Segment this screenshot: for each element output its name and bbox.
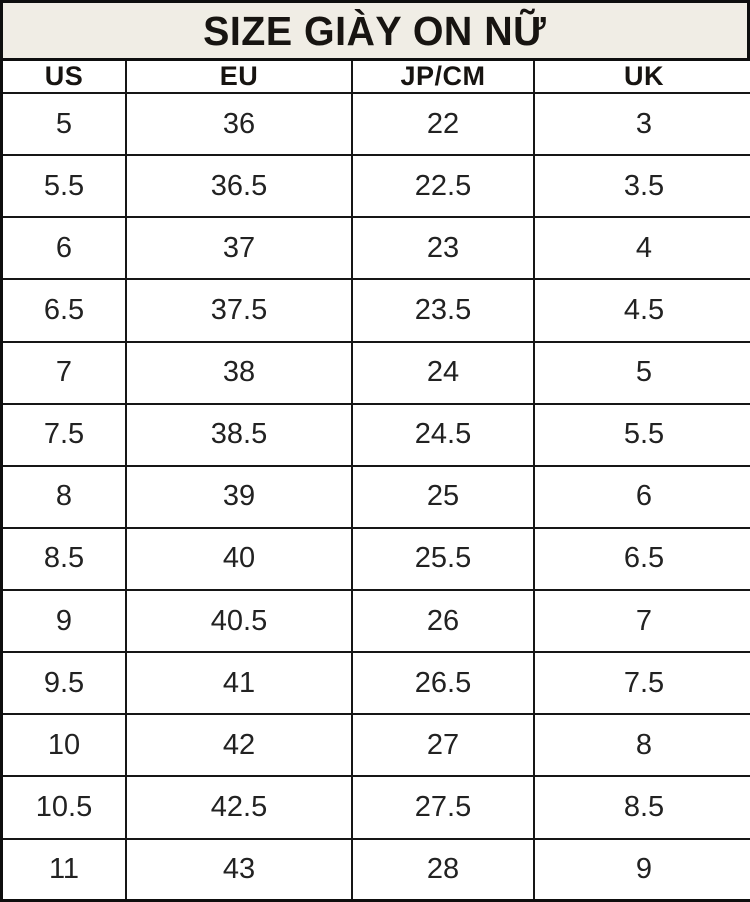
size-cell: 3.5: [533, 154, 750, 219]
size-cell: 8: [2, 464, 127, 529]
column-header-eu: EU: [125, 60, 353, 94]
size-table: US EU JP/CM UK 5 36 22 3 5.5 36.5 22.5 3.5 6 37 23 4 6.…: [2, 60, 750, 900]
size-cell: 5.5: [533, 402, 750, 467]
size-cell: 7.5: [2, 402, 127, 467]
size-cell: 23: [351, 216, 535, 281]
size-cell: 7: [2, 340, 127, 405]
size-cell: 8.5: [533, 775, 750, 840]
size-cell: 36: [125, 91, 353, 157]
header-row: US EU JP/CM UK: [2, 60, 750, 94]
size-cell: 42: [125, 713, 353, 778]
size-cell: 25: [351, 464, 535, 529]
size-cell: 26: [351, 588, 535, 654]
size-cell: 4.5: [533, 278, 750, 343]
size-cell: 11: [2, 837, 127, 900]
size-cell: 39: [125, 464, 353, 529]
size-cell: 5: [533, 340, 750, 405]
table-row: 10 42 27 8: [2, 713, 750, 778]
table-row: 10.5 42.5 27.5 8.5: [2, 775, 750, 840]
table-row: 7 38 24 5: [2, 340, 750, 405]
size-cell: 5: [2, 91, 127, 157]
size-cell: 7: [533, 588, 750, 654]
column-header-uk: UK: [533, 60, 750, 94]
table-row: 9 40.5 26 7: [2, 588, 750, 654]
size-cell: 37: [125, 216, 353, 281]
size-cell: 22: [351, 91, 535, 157]
table-row: 11 43 28 9: [2, 837, 750, 900]
table-row: 6 37 23 4: [2, 216, 750, 281]
size-cell: 24: [351, 340, 535, 405]
page-title: SIZE GIÀY ON NỮ: [203, 8, 547, 54]
size-cell: 5.5: [2, 154, 127, 219]
size-cell: 37.5: [125, 278, 353, 343]
size-cell: 38: [125, 340, 353, 405]
size-cell: 9.5: [2, 651, 127, 716]
size-cell: 6.5: [2, 278, 127, 343]
size-cell: 38.5: [125, 402, 353, 467]
table-row: 8 39 25 6: [2, 464, 750, 529]
size-cell: 41: [125, 651, 353, 716]
size-cell: 9: [533, 837, 750, 900]
size-cell: 43: [125, 837, 353, 900]
size-cell: 27: [351, 713, 535, 778]
size-cell: 27.5: [351, 775, 535, 840]
size-cell: 8: [533, 713, 750, 778]
table-row: 5.5 36.5 22.5 3.5: [2, 154, 750, 219]
title-band: SIZE GIÀY ON NỮ: [3, 3, 747, 61]
size-cell: 6: [533, 464, 750, 529]
size-cell: 23.5: [351, 278, 535, 343]
size-cell: 10: [2, 713, 127, 778]
table-row: 9.5 41 26.5 7.5: [2, 651, 750, 716]
size-cell: 9: [2, 588, 127, 654]
size-cell: 7.5: [533, 651, 750, 716]
size-cell: 28: [351, 837, 535, 900]
size-cell: 22.5: [351, 154, 535, 219]
size-cell: 24.5: [351, 402, 535, 467]
size-cell: 25.5: [351, 526, 535, 592]
size-cell: 26.5: [351, 651, 535, 716]
size-cell: 36.5: [125, 154, 353, 219]
size-table-body: 5 36 22 3 5.5 36.5 22.5 3.5 6 37 23 4 6.5 37.5 23.5 4.5…: [2, 91, 750, 900]
size-cell: 40: [125, 526, 353, 592]
column-header-jp-cm: JP/CM: [351, 60, 535, 94]
size-cell: 10.5: [2, 775, 127, 840]
table-row: 7.5 38.5 24.5 5.5: [2, 402, 750, 467]
size-cell: 8.5: [2, 526, 127, 592]
table-row: 8.5 40 25.5 6.5: [2, 526, 750, 592]
table-row: 6.5 37.5 23.5 4.5: [2, 278, 750, 343]
table-row: 5 36 22 3: [2, 91, 750, 157]
size-cell: 40.5: [125, 588, 353, 654]
size-cell: 6.5: [533, 526, 750, 592]
size-cell: 42.5: [125, 775, 353, 840]
column-header-us: US: [2, 60, 127, 94]
size-cell: 4: [533, 216, 750, 281]
size-cell: 6: [2, 216, 127, 281]
size-cell: 3: [533, 91, 750, 157]
